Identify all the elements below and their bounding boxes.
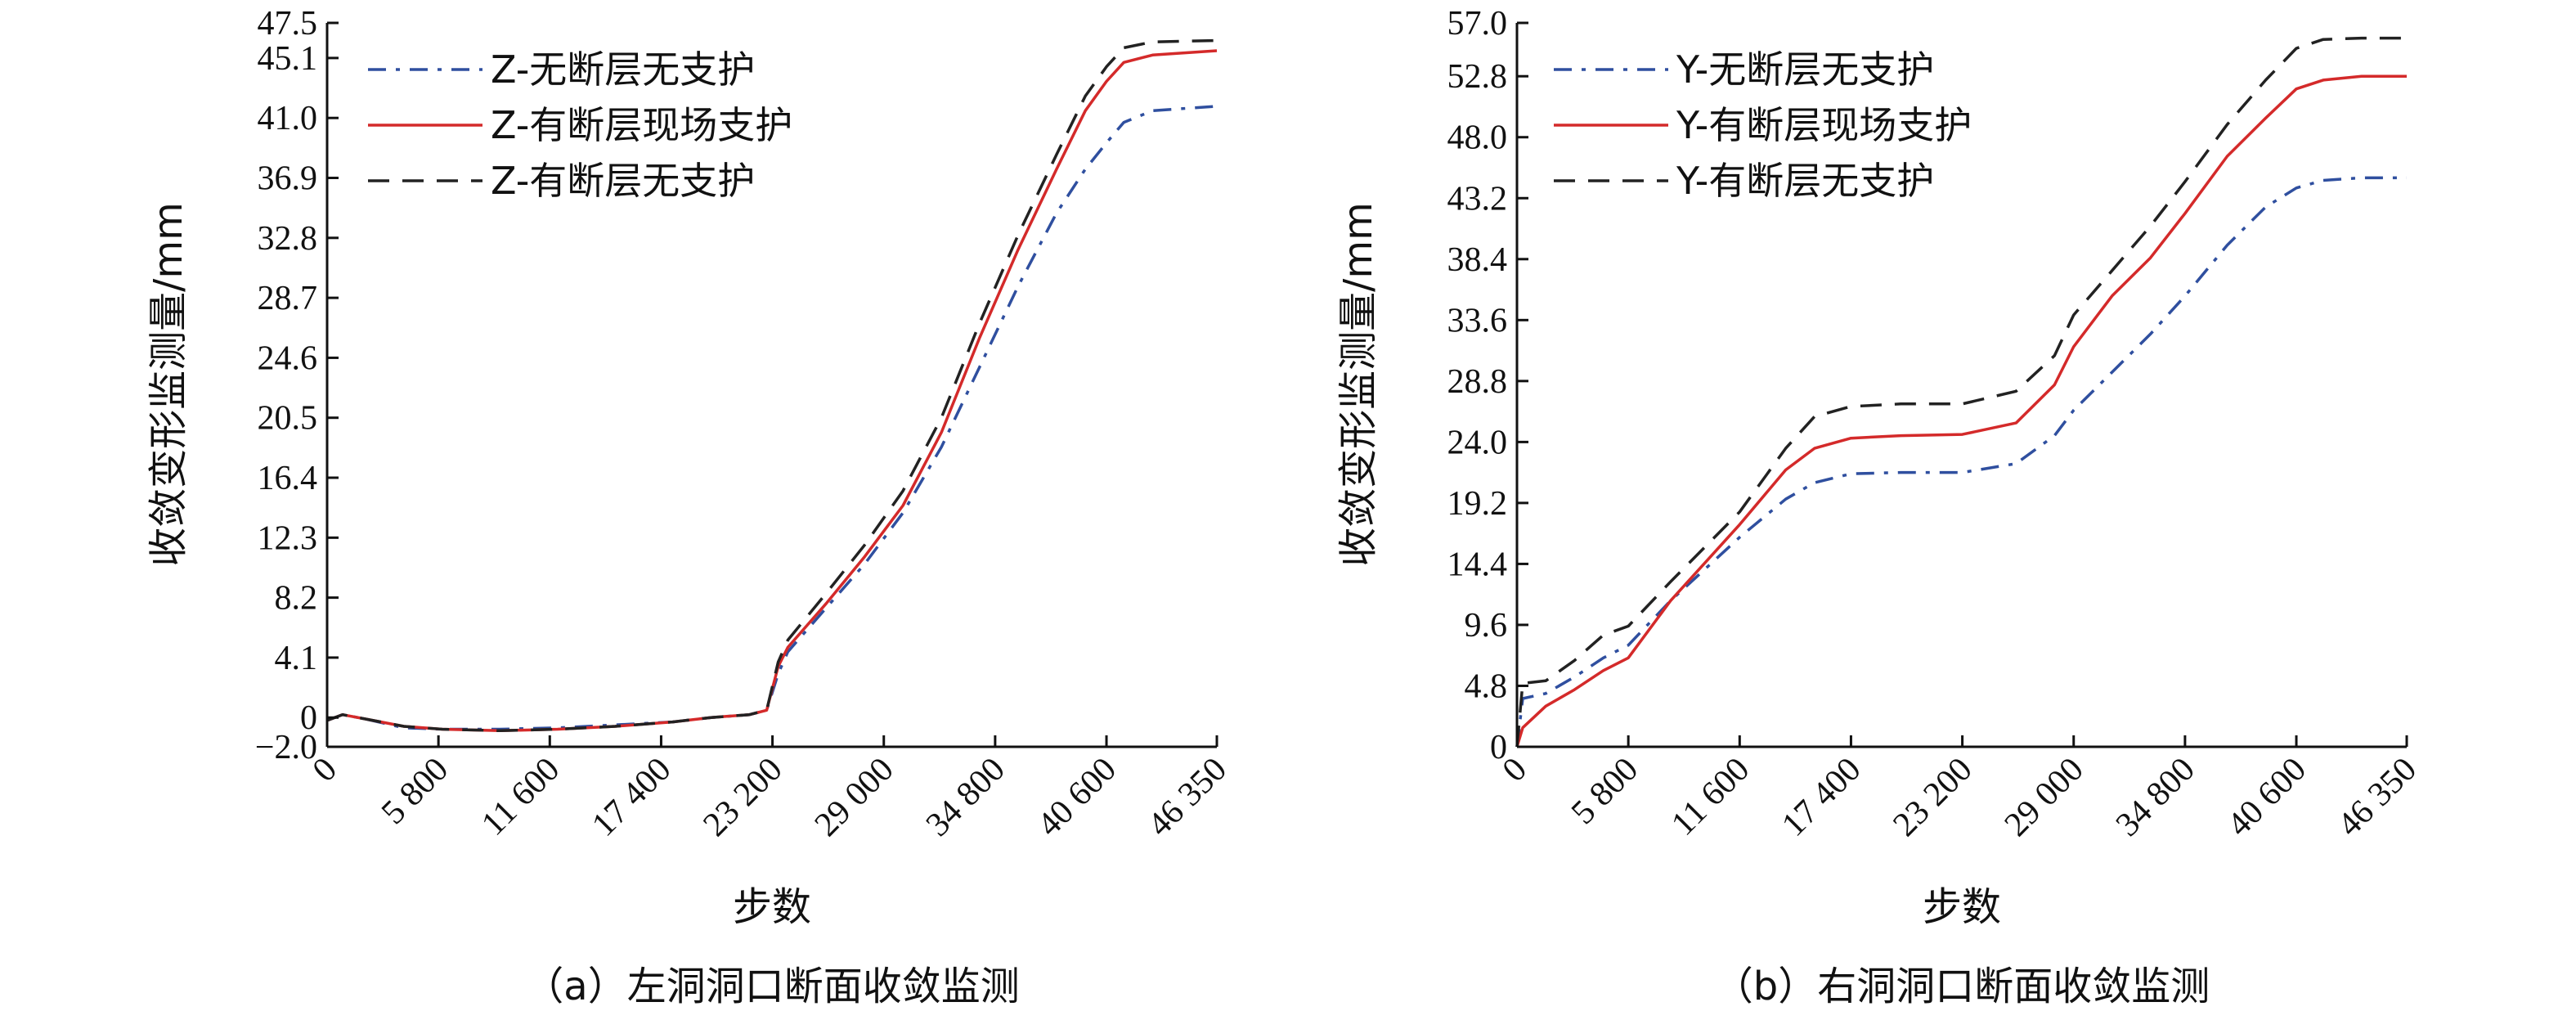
panel-b-x-tick-label: 23 200 <box>1886 751 1979 844</box>
panel-b-y-tick-label: 14.4 <box>1447 546 1508 583</box>
panel-a-y-tick-label: −2.0 <box>255 729 317 766</box>
panel-b-series-line-3 <box>1515 36 2407 748</box>
panel-a-caption: （a）左洞洞口断面收敛监测 <box>524 964 1019 1009</box>
panel-a-y-tick-label: 0 <box>300 699 317 737</box>
panel-b-y-tick-label: 28.8 <box>1447 363 1508 401</box>
panel-b-legend: Y-无断层无支护 Y-有断层现场支护 Y-有断层无支护 <box>1554 47 1972 203</box>
panel-b-x-tick-label: 17 400 <box>1775 751 1868 844</box>
panel-a-y-axis-title: 收敛变形监测量/mm <box>146 202 191 567</box>
panel-a-x-tick-label: 46 350 <box>1141 751 1234 844</box>
panel-a-y-tick-label: 16.4 <box>258 460 318 497</box>
panel-b-y-tick-label: 24.0 <box>1447 424 1508 461</box>
panel-a-y-tick-label: 12.3 <box>258 519 318 557</box>
panel-a-series-layer <box>326 38 1218 733</box>
panel-b-series-layer <box>1515 36 2407 748</box>
panel-b-x-tick-label: 11 600 <box>1664 751 1757 843</box>
panel-a-series-line-2 <box>326 49 1218 733</box>
panel-b-x-axis-title: 步数 <box>1923 884 2001 930</box>
panel-b-x-tick-label: 40 600 <box>2220 751 2313 844</box>
panel-a-y-tick-label: 8.2 <box>275 580 318 618</box>
panel-b-legend-label-3: Y-有断层无支护 <box>1676 159 1934 203</box>
panel-b-y-tick-label: 43.2 <box>1447 180 1508 218</box>
panel-b-x-tick-label: 34 800 <box>2109 751 2202 844</box>
panel-b-y-tick-label: 57.0 <box>1447 5 1508 43</box>
panel-b-series-line-2 <box>1515 74 2407 748</box>
panel-a-y-tick-label: 32.8 <box>258 220 318 258</box>
panel-a-y-tick-label: 28.7 <box>258 280 318 317</box>
panel-b-chart: 0 4.8 9.6 14.4 19.2 24.0 28.8 33.6 38.4 43.2 48.0 5… <box>1335 5 2424 1009</box>
panel-a-x-axis-title: 步数 <box>733 884 811 930</box>
panel-a-series-line-1 <box>326 105 1218 731</box>
panel-a-y-tick-label: 24.6 <box>258 339 318 377</box>
panel-b-y-tick-label: 0 <box>1490 729 1507 766</box>
panel-a-chart: −2.00 4.1 8.2 12.3 16.4 20.5 24.6 28.7 32.8 36.9 4… <box>146 5 1234 1009</box>
panel-a-legend: Z-无断层无支护 Z-有断层现场支护 Z-有断层无支护 <box>368 47 792 203</box>
panel-b-y-tick-label: 52.8 <box>1447 58 1508 96</box>
panel-b-y-axis-title: 收敛变形监测量/mm <box>1335 202 1381 567</box>
panel-a-legend-label-1: Z-无断层无支护 <box>491 47 755 92</box>
panel-b-y-tick-label: 4.8 <box>1465 667 1508 705</box>
panel-b-y-tick-label: 48.0 <box>1447 119 1508 157</box>
panel-a-x-tick-label: 17 400 <box>585 751 678 844</box>
panel-a-y-tick-label: 45.1 <box>258 40 318 78</box>
panel-a-x-tick-label: 29 000 <box>808 751 901 844</box>
panel-b-series-line-1 <box>1515 176 2407 748</box>
panel-b-y-tick-label: 9.6 <box>1465 607 1508 645</box>
panel-b-x-tick-label: 0 <box>1496 751 1534 789</box>
panel-a-y-tick-label: 36.9 <box>258 160 318 198</box>
panel-b-x-tick-label: 5 800 <box>1564 751 1645 832</box>
panel-a-x-tick-label: 23 200 <box>696 751 789 844</box>
panel-a-y-tick-label: 47.5 <box>258 5 318 43</box>
panel-a-x-tick-label: 0 <box>306 751 344 789</box>
panel-a-x-tick-label: 5 800 <box>375 751 456 832</box>
panel-a-legend-label-3: Z-有断层无支护 <box>491 159 755 203</box>
panel-b-legend-label-2: Y-有断层现场支护 <box>1676 103 1972 147</box>
panel-b-caption: （b）右洞洞口断面收敛监测 <box>1714 964 2210 1009</box>
panel-a-y-tick-label: 41.0 <box>258 100 318 137</box>
panel-a-legend-label-2: Z-有断层现场支护 <box>491 103 792 147</box>
panel-b-y-tick-label: 19.2 <box>1447 485 1508 523</box>
panel-a-x-tick-label: 11 600 <box>474 751 567 843</box>
panel-b-legend-label-1: Y-无断层无支护 <box>1676 47 1934 92</box>
panel-a-x-tick-label: 40 600 <box>1030 751 1124 844</box>
panel-a-y-tick-label: 4.1 <box>275 640 318 677</box>
panel-b-x-tick-label: 46 350 <box>2331 751 2424 844</box>
panel-b-x-tick-label: 29 000 <box>1998 751 2091 844</box>
panel-b-y-tick-label: 33.6 <box>1447 302 1508 339</box>
panel-a-x-tick-label: 34 800 <box>919 751 1012 844</box>
panel-b-y-tick-label: 38.4 <box>1447 241 1508 279</box>
panel-a-y-tick-label: 20.5 <box>258 400 318 438</box>
